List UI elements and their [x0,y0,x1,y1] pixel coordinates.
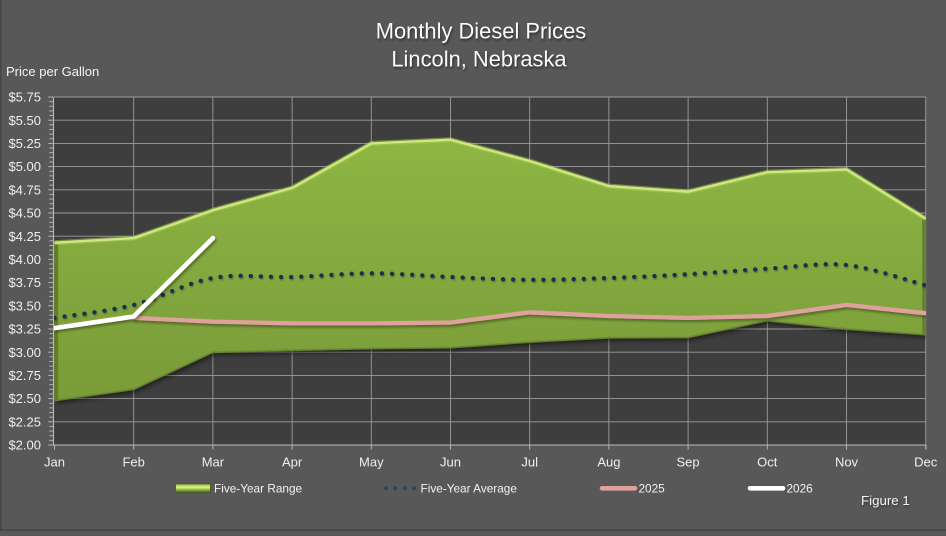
svg-text:Five-Year Range: Five-Year Range [214,482,303,496]
svg-text:$5.50: $5.50 [8,113,41,128]
svg-text:2025: 2025 [639,482,666,496]
svg-text:2026: 2026 [787,482,814,496]
svg-text:Jan: Jan [44,455,65,470]
svg-text:Mar: Mar [202,455,225,470]
svg-text:$2.75: $2.75 [8,368,41,383]
svg-text:May: May [359,455,384,470]
svg-text:Feb: Feb [122,455,144,470]
svg-text:Figure 1: Figure 1 [861,493,910,508]
svg-text:$2.25: $2.25 [8,414,41,429]
svg-text:$5.25: $5.25 [8,136,41,151]
svg-text:$3.50: $3.50 [8,298,41,313]
svg-text:$4.75: $4.75 [8,182,41,197]
svg-text:Price per Gallon: Price per Gallon [6,64,99,79]
svg-text:$3.75: $3.75 [8,275,41,290]
svg-text:$3.00: $3.00 [8,345,41,360]
svg-text:$4.25: $4.25 [8,229,41,244]
svg-text:$5.75: $5.75 [8,90,41,105]
svg-text:$2.00: $2.00 [8,438,41,453]
svg-text:$2.50: $2.50 [8,391,41,406]
svg-text:$4.00: $4.00 [8,252,41,267]
svg-text:$3.25: $3.25 [8,322,41,337]
svg-text:Apr: Apr [282,455,303,470]
svg-text:Jun: Jun [440,455,461,470]
svg-text:Sep: Sep [677,455,700,470]
svg-text:Jul: Jul [521,455,538,470]
svg-text:$4.50: $4.50 [8,206,41,221]
svg-text:$5.00: $5.00 [8,159,41,174]
svg-text:Dec: Dec [914,455,938,470]
svg-text:Monthly Diesel Prices: Monthly Diesel Prices [376,19,587,44]
svg-text:Five-Year Average: Five-Year Average [421,482,518,496]
svg-text:Lincoln, Nebraska: Lincoln, Nebraska [391,47,567,72]
svg-text:Oct: Oct [757,455,778,470]
svg-text:Aug: Aug [597,455,620,470]
svg-text:Nov: Nov [835,455,859,470]
